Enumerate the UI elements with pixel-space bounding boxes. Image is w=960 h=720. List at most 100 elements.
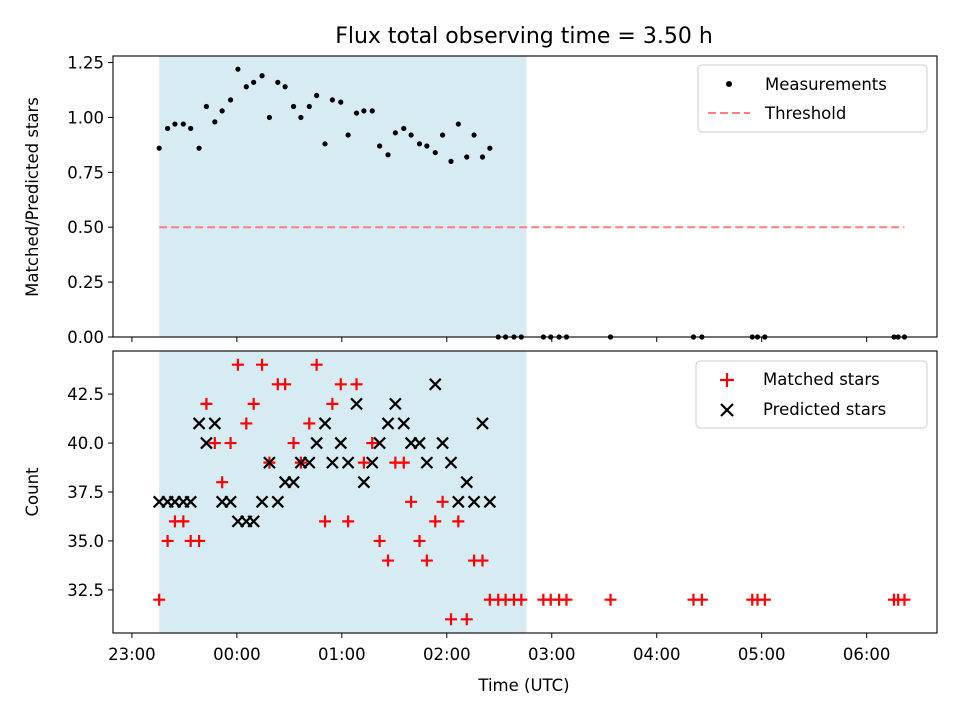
measurement-point <box>424 143 430 149</box>
legend-measurements-marker <box>726 81 732 87</box>
predicted-star-point <box>483 495 497 509</box>
predicted-star-point <box>200 436 213 450</box>
x-tick-label: 23:00 <box>108 645 156 664</box>
predicted-star-point <box>444 456 458 469</box>
bottom-shaded-region <box>159 351 527 633</box>
measurement-point <box>259 73 265 79</box>
predicted-star-point <box>263 456 276 469</box>
measurement-point <box>329 97 335 103</box>
matched-star-point <box>413 534 426 547</box>
measurement-point <box>203 103 210 110</box>
matched-star-point <box>758 593 771 606</box>
measurement-point <box>298 114 304 121</box>
y-tick-label: 35.0 <box>67 532 104 551</box>
y-tick-label: 32.5 <box>67 581 104 600</box>
matched-star-point <box>515 593 528 606</box>
x-tick-label: 06:00 <box>843 645 891 664</box>
predicted-star-point <box>224 495 237 509</box>
predicted-star-point <box>310 436 323 450</box>
predicted-star-point <box>452 495 465 509</box>
predicted-star-point <box>287 475 300 489</box>
measurement-point <box>479 154 486 160</box>
predicted-stars-points <box>152 378 497 528</box>
measurement-point <box>227 97 234 103</box>
legend-threshold-label: Threshold <box>764 104 846 123</box>
measurement-point <box>266 114 273 121</box>
measurement-point <box>353 110 360 116</box>
predicted-star-point <box>420 456 434 469</box>
measurement-point <box>243 84 249 90</box>
matched-star-point <box>366 437 379 450</box>
measurement-point <box>338 99 344 105</box>
predicted-star-point <box>389 397 402 411</box>
measurement-point <box>275 79 281 85</box>
measurement-point <box>377 143 383 149</box>
measurement-point <box>212 119 218 125</box>
y-tick-label: 0.50 <box>67 218 104 237</box>
measurement-point <box>385 152 391 158</box>
matched-star-point <box>247 397 260 410</box>
top-y-axis-label: Matched/Predicted stars <box>23 97 42 297</box>
matched-star-point <box>420 554 433 567</box>
matched-star-point <box>452 515 465 528</box>
bottom-axes-frame <box>112 350 938 634</box>
matched-star-point <box>436 495 449 508</box>
measurement-point <box>432 149 438 156</box>
matched-star-point <box>382 554 395 567</box>
measurement-point <box>196 145 202 151</box>
measurement-point <box>219 108 225 114</box>
matched-star-point <box>193 534 206 547</box>
matched-star-point <box>357 456 370 469</box>
measurement-point <box>188 125 194 132</box>
measurement-point <box>401 125 407 132</box>
measurement-point <box>172 121 178 127</box>
chart-title: Flux total observing time = 3.50 h <box>335 24 713 49</box>
bottom-y-axis-label: Count <box>23 467 42 517</box>
measurement-point <box>416 141 423 147</box>
legend-measurements-label: Measurements <box>765 75 887 94</box>
matched-star-point <box>256 358 269 371</box>
measurement-point <box>251 79 257 85</box>
predicted-star-point <box>381 417 395 430</box>
matched-star-point <box>231 358 244 371</box>
bottom-legend-box <box>695 360 928 429</box>
matched-star-point <box>405 495 418 508</box>
predicted-star-point <box>334 436 348 450</box>
x-tick-label: 01:00 <box>318 645 366 664</box>
matched-star-point <box>310 358 323 371</box>
predicted-star-point <box>318 417 332 430</box>
measurement-point <box>471 132 477 138</box>
predicted-star-point <box>467 495 481 509</box>
measurement-point <box>464 154 470 160</box>
matched-star-point <box>216 476 229 489</box>
matched-star-point <box>208 437 221 450</box>
legend-predicted-label: Predicted stars <box>763 400 886 419</box>
matched-star-point <box>240 417 253 430</box>
matched-star-point <box>279 378 292 391</box>
predicted-star-point <box>271 495 285 509</box>
matched-star-point <box>153 593 166 606</box>
bottom-legend: Matched stars Predicted stars <box>695 360 928 429</box>
matched-star-point <box>319 515 332 528</box>
predicted-star-point <box>350 397 363 411</box>
predicted-star-point <box>192 417 206 430</box>
top-panel: 0.00 0.25 0.50 0.75 1.00 1.25 Matched/Predict… <box>23 54 938 347</box>
measurement-point <box>322 141 328 147</box>
predicted-star-point <box>476 417 489 430</box>
x-tick-label: 02:00 <box>423 645 471 664</box>
legend-matched-marker <box>720 373 734 387</box>
y-tick-label: 0.75 <box>67 163 104 182</box>
matched-star-point <box>460 613 473 626</box>
predicted-star-point <box>357 475 371 489</box>
top-axes-frame <box>112 55 938 338</box>
x-tick-label: 04:00 <box>633 645 681 664</box>
measurement-point <box>290 103 297 110</box>
y-tick-label: 42.5 <box>67 385 104 404</box>
matched-star-point <box>342 515 355 528</box>
measurement-point <box>282 84 288 90</box>
measurement-point <box>314 92 320 99</box>
predicted-star-point <box>208 417 222 430</box>
measurement-point <box>392 130 398 136</box>
top-y-axis-ticks: 0.00 0.25 0.50 0.75 1.00 1.25 <box>67 54 113 347</box>
